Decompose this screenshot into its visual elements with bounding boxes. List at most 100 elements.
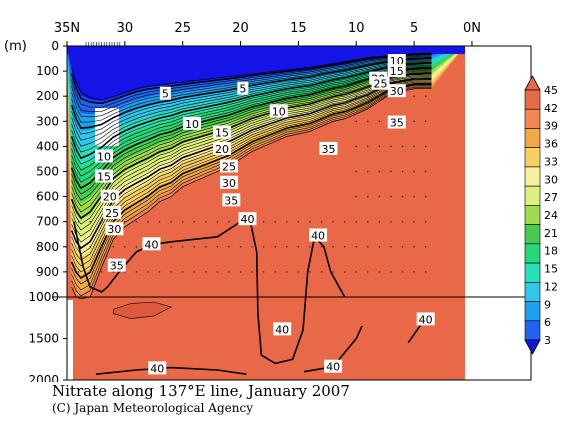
station-dot — [135, 271, 138, 273]
station-dot — [367, 195, 369, 198]
station-dot — [378, 271, 381, 273]
contour-label: 35 — [224, 194, 238, 207]
colorbar-tick-label: 33 — [544, 155, 558, 168]
contour-label-bg — [213, 141, 232, 155]
station-dot — [401, 145, 404, 148]
contour-thick-5 — [70, 53, 432, 105]
station-dot — [390, 220, 392, 223]
station-dot — [100, 271, 103, 273]
contour-label: 40 — [275, 323, 289, 336]
station-dot — [401, 220, 404, 223]
station-dot — [367, 246, 369, 248]
station-dot — [401, 170, 404, 173]
contour-label-bg — [273, 322, 292, 336]
contour-label: 40 — [419, 313, 433, 326]
colorbar-swatch — [524, 320, 541, 341]
station-dot — [355, 170, 358, 173]
station-dot — [367, 95, 369, 97]
contour-label: 20 — [103, 191, 117, 204]
x-tick-label: 20 — [232, 21, 249, 36]
station-dot — [367, 120, 369, 123]
colorbar-swatch — [524, 205, 541, 225]
contour-label-bg — [387, 84, 406, 98]
chart-title: Nitrate along 137°E line, January 2007 — [52, 382, 350, 400]
colorbar-tick-label: 18 — [544, 245, 558, 258]
contour-thin-36 — [71, 85, 432, 285]
colorbar-tick-label: 27 — [544, 191, 558, 204]
station-dot — [355, 120, 358, 123]
colorbar-swatch — [524, 224, 541, 245]
station-dot — [147, 271, 149, 273]
station-dot — [343, 271, 346, 273]
colorbar-swatch — [524, 166, 541, 187]
contour-label-bg — [324, 359, 343, 373]
fill-band-surface — [67, 46, 465, 54]
station-dot — [355, 246, 358, 248]
station-dot — [135, 246, 138, 248]
y-tick-label: 900 — [36, 265, 59, 279]
y-tick-label: 1500 — [28, 332, 59, 346]
contour-label: 10 — [272, 105, 286, 118]
contour-label: 5 — [239, 83, 246, 96]
station-dot — [158, 220, 161, 223]
station-dot — [332, 271, 334, 273]
station-dot — [413, 220, 415, 223]
contour-label: 35 — [321, 143, 335, 156]
contour-label: 30 — [107, 223, 121, 236]
station-dot — [320, 220, 323, 223]
contour-label: 10 — [185, 118, 199, 131]
contour-label: 15 — [390, 65, 404, 78]
station-dot — [367, 170, 369, 173]
contour-label: 40 — [150, 362, 164, 375]
station-dot — [355, 195, 358, 198]
station-dot — [286, 220, 288, 223]
station-dot — [193, 246, 196, 248]
y-tick-label: 700 — [36, 215, 59, 229]
station-dot — [343, 246, 346, 248]
contour-thin-31 — [71, 79, 432, 255]
contour-label-bg — [222, 193, 241, 207]
contour-label-bg — [219, 159, 238, 173]
y-tick-label: 800 — [36, 240, 59, 254]
station-dot — [100, 220, 103, 223]
station-dot — [262, 246, 265, 248]
colorbar-swatch — [524, 128, 541, 148]
station-dot — [297, 246, 300, 248]
y-tick-label: 100 — [36, 64, 59, 78]
station-dot — [413, 95, 415, 97]
contour-label: 35 — [390, 117, 404, 130]
contour-label-bg — [387, 64, 406, 78]
contour-thin-7 — [71, 55, 432, 113]
station-dot — [378, 220, 381, 223]
contour-label-bg — [237, 81, 249, 95]
station-dot — [401, 246, 404, 248]
station-dot — [355, 70, 358, 72]
station-dot — [378, 145, 381, 148]
station-dot — [401, 195, 404, 198]
station-dot — [424, 246, 427, 248]
contour-label-bg — [371, 76, 390, 90]
colorbar: 45 42 39 36 33 30 27 24 21 18 15 12 9 6 3 — [524, 75, 558, 355]
colorbar-swatch — [524, 301, 541, 322]
station-dot — [424, 120, 427, 123]
station-dot — [147, 220, 149, 223]
contour-label-bg — [159, 86, 171, 100]
contour-label-bg — [95, 149, 114, 163]
colorbar-tick-label: 42 — [544, 102, 558, 115]
y-tick-label: 400 — [36, 139, 59, 153]
y-tick-label: 500 — [36, 165, 59, 179]
station-dot — [239, 246, 242, 248]
station-dot — [367, 271, 369, 273]
station-dot — [239, 271, 242, 273]
station-dot — [424, 170, 427, 173]
station-dot — [413, 246, 415, 248]
station-dot — [413, 145, 415, 148]
contour-label-bg — [387, 115, 406, 129]
station-dot — [181, 246, 184, 248]
station-dot — [112, 220, 115, 223]
colorbar-swatch — [524, 185, 541, 206]
station-dot — [124, 220, 126, 223]
station-dot — [262, 271, 265, 273]
contour-label: 40 — [311, 230, 325, 243]
